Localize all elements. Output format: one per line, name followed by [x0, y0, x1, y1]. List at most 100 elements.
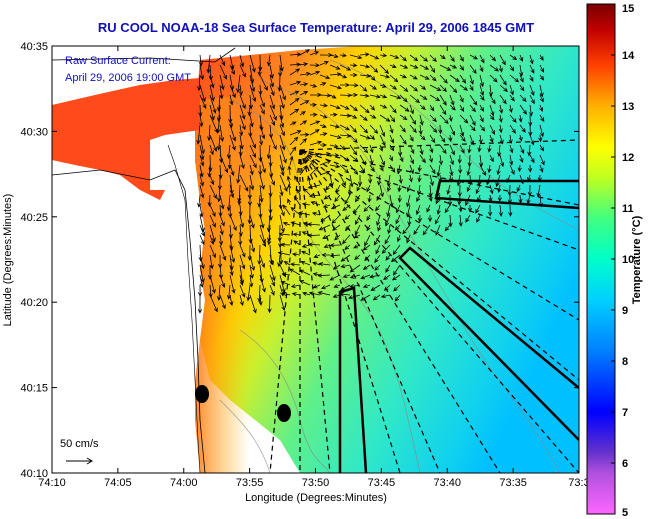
current-arrow — [377, 174, 382, 186]
current-arrow — [209, 234, 215, 245]
current-arrow — [216, 114, 221, 134]
colorbar-tick-label: 13 — [622, 101, 634, 113]
current-arrow — [259, 254, 266, 269]
current-arrow — [289, 155, 294, 166]
current-arrow — [339, 174, 346, 187]
current-arrow — [359, 52, 370, 57]
current-arrow — [369, 144, 374, 154]
current-arrow — [435, 224, 441, 236]
current-arrow — [198, 104, 203, 118]
current-arrow — [364, 234, 371, 247]
current-arrow — [249, 74, 256, 93]
current-arrow — [428, 154, 433, 164]
current-arrow — [466, 184, 471, 193]
current-arrow — [209, 184, 217, 200]
current-arrow — [325, 184, 331, 191]
current-arrow — [360, 274, 371, 280]
current-arrow — [399, 124, 406, 133]
current-arrow — [499, 94, 507, 105]
current-arrow — [334, 194, 341, 203]
current-arrow — [339, 154, 350, 162]
current-arrow — [249, 254, 256, 272]
current-arrow — [479, 114, 484, 123]
current-arrow — [229, 244, 236, 263]
current-arrow — [303, 187, 311, 196]
y-axis-label: Latitude (Degrees:Minutes) — [2, 194, 14, 327]
plot-area — [52, 46, 579, 473]
current-arrow — [367, 194, 372, 203]
current-arrow — [366, 214, 371, 222]
current-arrow — [379, 134, 386, 147]
current-arrow — [469, 124, 476, 132]
current-arrow — [379, 124, 386, 137]
current-arrow — [390, 254, 401, 263]
current-arrow — [219, 274, 226, 288]
current-arrow — [406, 204, 411, 218]
current-arrow — [428, 194, 433, 202]
current-arrow — [333, 283, 341, 288]
current-arrow — [219, 64, 227, 80]
current-arrow — [278, 232, 291, 237]
current-arrow — [342, 204, 351, 212]
current-arrow — [229, 94, 234, 106]
current-arrow — [279, 204, 285, 217]
current-arrow — [509, 74, 520, 83]
current-arrow — [349, 104, 358, 112]
current-arrow — [281, 272, 291, 277]
current-arrow — [319, 160, 332, 166]
current-arrow — [497, 194, 502, 203]
current-arrow — [299, 100, 310, 106]
current-arrow — [249, 164, 254, 176]
current-arrow — [239, 94, 246, 110]
current-arrow — [349, 92, 359, 98]
current-arrow — [277, 251, 291, 256]
current-arrow — [292, 232, 301, 237]
current-arrow — [199, 154, 205, 167]
current-arrow — [413, 224, 421, 236]
current-arrow — [357, 174, 363, 187]
current-arrow — [248, 224, 253, 244]
current-arrow — [479, 54, 485, 64]
current-arrow — [266, 54, 272, 67]
current-arrow — [309, 152, 320, 157]
current-arrow — [307, 222, 321, 227]
current-arrow — [309, 51, 320, 56]
current-arrow — [258, 134, 264, 146]
current-arrow — [398, 174, 403, 184]
current-arrow — [469, 94, 478, 106]
current-arrow — [397, 184, 402, 193]
current-arrow — [399, 94, 408, 103]
current-arrow — [312, 284, 321, 289]
current-arrow — [394, 294, 401, 302]
current-arrow — [449, 164, 454, 177]
current-arrow — [239, 274, 244, 286]
current-arrow — [197, 294, 203, 314]
current-arrow — [309, 120, 321, 126]
current-arrow — [289, 121, 297, 126]
current-arrow — [369, 74, 376, 81]
current-arrow — [387, 224, 392, 235]
current-arrow — [417, 174, 422, 183]
current-arrow — [389, 194, 394, 208]
current-arrow — [499, 54, 506, 66]
current-arrow — [379, 164, 384, 172]
current-arrow — [459, 134, 466, 142]
current-arrow — [399, 54, 407, 62]
current-arrow — [376, 194, 381, 201]
current-arrow — [496, 164, 501, 176]
current-arrow — [280, 280, 291, 286]
current-arrow — [477, 144, 482, 153]
current-arrow — [465, 214, 471, 223]
current-arrow — [290, 221, 301, 226]
current-arrow — [427, 214, 433, 223]
current-arrow — [330, 204, 341, 210]
current-arrow — [509, 164, 515, 176]
current-arrow — [268, 154, 273, 167]
current-arrow — [429, 74, 437, 82]
current-arrow — [486, 174, 491, 186]
current-arrow — [239, 154, 245, 170]
y-tick-label: 40:15 — [20, 383, 48, 395]
current-arrow — [381, 244, 391, 254]
current-arrow — [359, 93, 370, 98]
current-arrow — [426, 204, 431, 213]
